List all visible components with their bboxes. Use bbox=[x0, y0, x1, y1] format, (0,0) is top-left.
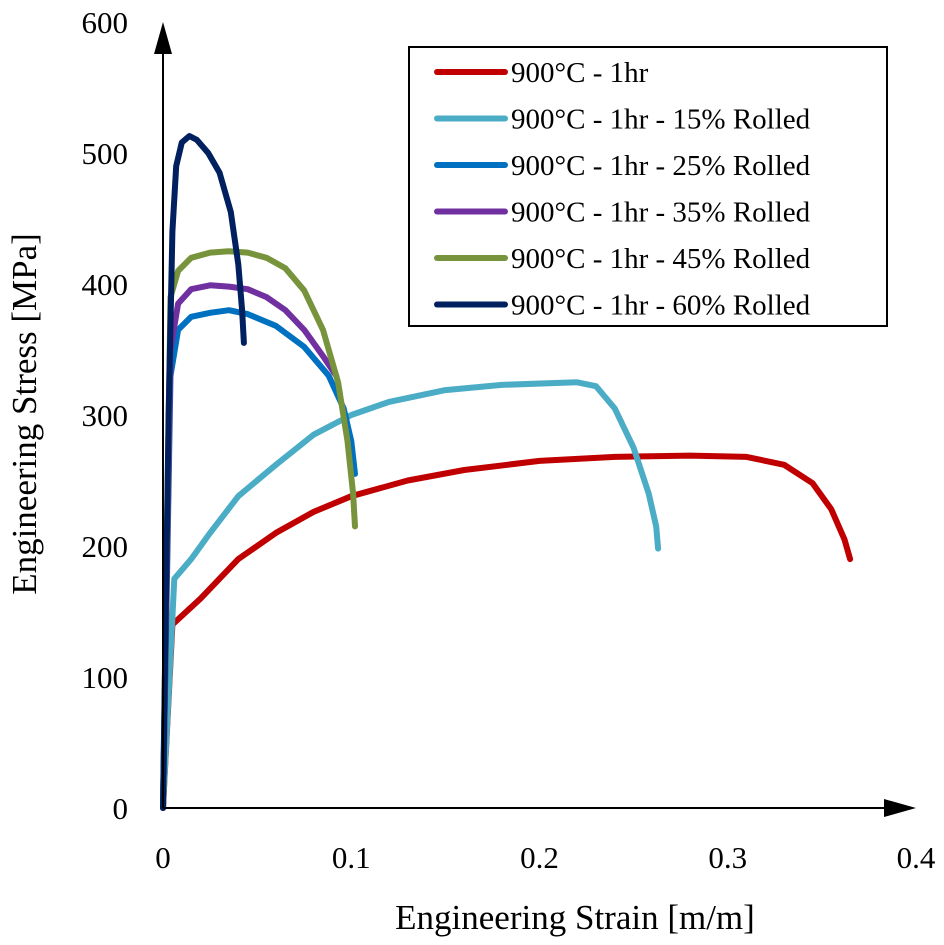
legend-label: 900°C - 1hr - 15% Rolled bbox=[511, 104, 811, 136]
y-tick-label: 500 bbox=[82, 136, 129, 171]
y-tick-label: 400 bbox=[82, 267, 129, 302]
x-tick-label: 0.4 bbox=[897, 840, 936, 875]
x-tick-label: 0.1 bbox=[332, 840, 371, 875]
y-tick-label: 200 bbox=[82, 529, 129, 564]
legend-items: 900°C - 1hr 900°C - 1hr - 15% Rolled 900°C… bbox=[434, 57, 811, 322]
y-axis-title: Engineering Stress [MPa] bbox=[5, 233, 44, 595]
y-axis-arrow bbox=[154, 22, 172, 54]
legend-label: 900°C - 1hr - 45% Rolled bbox=[511, 243, 811, 275]
y-tick-label: 300 bbox=[82, 398, 129, 433]
legend-label: 900°C - 1hr - 35% Rolled bbox=[511, 197, 811, 229]
legend: 900°C - 1hr 900°C - 1hr - 15% Rolled 900°C… bbox=[408, 46, 888, 327]
tick-labels: 0 0.1 0.2 0.3 0.4 0 100 200 300 400 500 600 bbox=[82, 5, 936, 875]
series-line-4 bbox=[160, 282, 340, 811]
legend-label: 900°C - 1hr bbox=[511, 57, 649, 89]
x-tick-label: 0.3 bbox=[708, 840, 747, 875]
y-tick-label: 100 bbox=[82, 660, 129, 695]
legend-label: 900°C - 1hr - 60% Rolled bbox=[511, 290, 811, 322]
legend-box bbox=[408, 46, 888, 327]
series-line-1 bbox=[160, 452, 854, 811]
x-axis-title: Engineering Strain [m/m] bbox=[395, 898, 755, 937]
series-layer bbox=[160, 133, 854, 811]
y-tick-label: 600 bbox=[82, 5, 129, 40]
legend-label: 900°C - 1hr - 25% Rolled bbox=[511, 150, 811, 182]
series-line-2 bbox=[160, 379, 662, 811]
series-line-6 bbox=[160, 133, 247, 811]
x-tick-label: 0.2 bbox=[520, 840, 559, 875]
axes bbox=[154, 22, 916, 817]
x-axis-arrow bbox=[884, 799, 916, 817]
y-tick-label: 0 bbox=[113, 791, 129, 826]
x-tick-label: 0 bbox=[155, 840, 171, 875]
series-line-5 bbox=[160, 248, 358, 811]
